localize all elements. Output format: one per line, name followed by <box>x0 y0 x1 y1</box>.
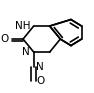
Text: N: N <box>22 47 30 57</box>
Text: O: O <box>36 76 45 86</box>
Text: O: O <box>1 34 9 44</box>
Text: NH: NH <box>15 21 30 31</box>
Text: N: N <box>36 62 44 72</box>
